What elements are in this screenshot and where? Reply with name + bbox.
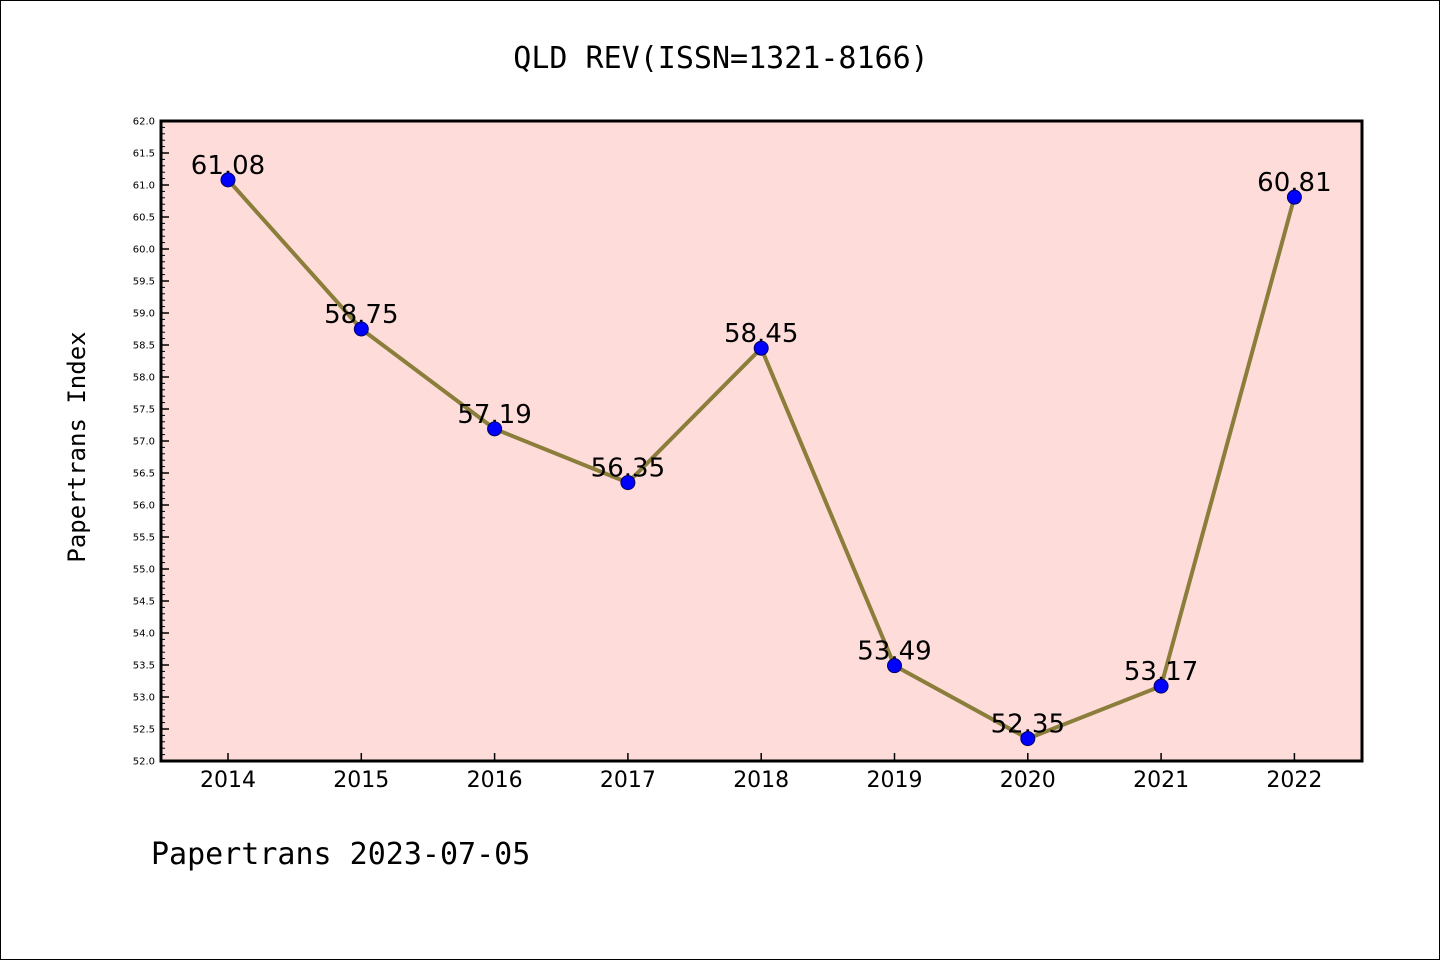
data-point bbox=[353, 321, 369, 337]
y-tick-label: 62.0 bbox=[133, 117, 155, 128]
y-tick-label: 60.5 bbox=[133, 213, 155, 224]
plot-area bbox=[161, 121, 1362, 761]
y-tick-label: 52.0 bbox=[133, 757, 155, 768]
y-tick-label: 59.0 bbox=[133, 309, 155, 320]
data-point bbox=[220, 172, 236, 188]
y-tick-label: 53.0 bbox=[133, 693, 155, 704]
x-tick-label: 2015 bbox=[333, 768, 389, 793]
data-point bbox=[620, 475, 636, 491]
y-tick-label: 57.5 bbox=[133, 405, 155, 416]
data-point bbox=[1153, 678, 1169, 694]
y-tick-label: 54.0 bbox=[133, 629, 155, 640]
data-markers bbox=[220, 172, 1302, 747]
y-tick-label: 61.5 bbox=[133, 149, 155, 160]
y-tick-label: 58.0 bbox=[133, 373, 155, 384]
y-tick-label: 61.0 bbox=[133, 181, 155, 192]
data-point bbox=[487, 421, 503, 437]
y-axis-label: Papertrans Index bbox=[63, 331, 91, 562]
chart-title: QLD REV(ISSN=1321-8166) bbox=[513, 41, 928, 76]
y-tick-label: 57.0 bbox=[133, 437, 155, 448]
data-point bbox=[1286, 189, 1302, 205]
footer-text: Papertrans 2023-07-05 bbox=[151, 837, 530, 872]
y-tick-label: 52.5 bbox=[133, 725, 155, 736]
x-tick-label: 2014 bbox=[200, 768, 256, 793]
y-tick-label: 53.5 bbox=[133, 661, 155, 672]
x-tick-label: 2016 bbox=[467, 768, 523, 793]
x-axis-ticks: 2014 2015 2016 2017 2018 2019 2020 2021 2022 bbox=[200, 753, 1322, 793]
y-tick-label: 55.5 bbox=[133, 533, 155, 544]
data-point bbox=[887, 658, 902, 674]
x-tick-label: 2018 bbox=[733, 768, 789, 793]
y-tick-label: 56.5 bbox=[133, 469, 155, 480]
x-tick-label: 2017 bbox=[600, 768, 656, 793]
y-axis-ticks: 52.0 52.5 53.0 53.5 54.0 54.5 55.0 55.5 56.0 56.5… bbox=[133, 117, 169, 768]
x-tick-label: 2020 bbox=[1000, 768, 1056, 793]
data-point bbox=[1020, 731, 1036, 747]
x-tick-label: 2019 bbox=[867, 768, 923, 793]
y-tick-label: 55.0 bbox=[133, 565, 155, 576]
x-tick-label: 2021 bbox=[1133, 768, 1189, 793]
y-tick-label: 56.0 bbox=[133, 501, 155, 512]
y-tick-label: 54.5 bbox=[133, 597, 155, 608]
plot-frame bbox=[159, 119, 1364, 763]
y-tick-label: 59.5 bbox=[133, 277, 155, 288]
x-tick-label: 2022 bbox=[1266, 768, 1322, 793]
y-tick-label: 58.5 bbox=[133, 341, 155, 352]
data-point bbox=[753, 340, 769, 356]
y-tick-label: 60.0 bbox=[133, 245, 155, 256]
